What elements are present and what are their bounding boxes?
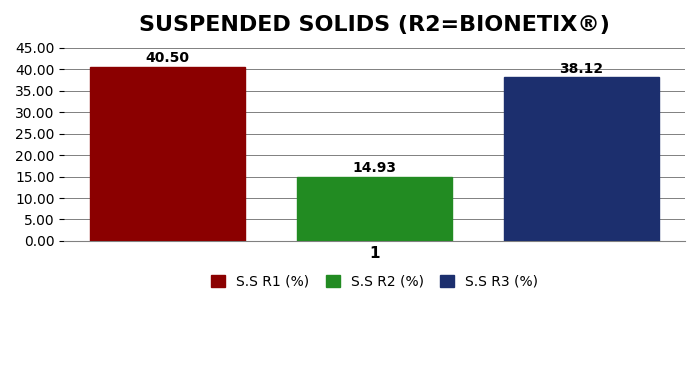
Legend: S.S R1 (%), S.S R2 (%), S.S R3 (%): S.S R1 (%), S.S R2 (%), S.S R3 (%) <box>204 268 545 296</box>
Text: 38.12: 38.12 <box>559 61 603 75</box>
Bar <box>90 67 245 241</box>
Bar <box>504 77 659 241</box>
Bar <box>297 177 452 241</box>
Text: 14.93: 14.93 <box>353 161 397 175</box>
Title: SUSPENDED SOLIDS (R2=BIONETIX®): SUSPENDED SOLIDS (R2=BIONETIX®) <box>139 15 610 35</box>
Text: 40.50: 40.50 <box>146 51 190 65</box>
